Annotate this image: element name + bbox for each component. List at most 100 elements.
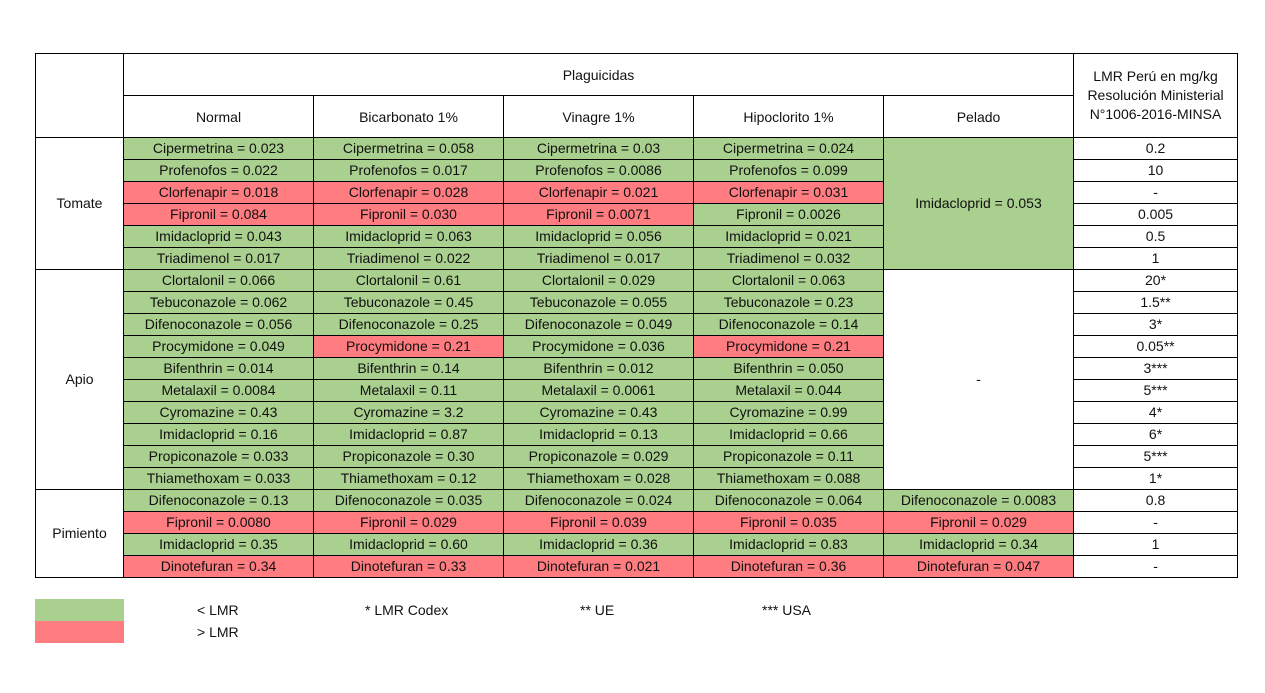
- legend: < LMR > LMR * LMR Codex ** UE *** USA: [35, 599, 935, 644]
- crop-label: Apio: [35, 269, 124, 490]
- lmr-value-cell: 0.2: [1073, 137, 1239, 160]
- residue-cell: Clortalonil = 0.029: [503, 269, 694, 292]
- residue-cell: Thiamethoxam = 0.033: [123, 467, 314, 490]
- residue-table: Plaguicidas LMR Perú en mg/kg Resolución…: [35, 53, 1239, 578]
- residue-cell: Fipronil = 0.029: [882, 511, 1075, 534]
- lmr-value-cell: 10: [1073, 159, 1239, 182]
- residue-cell: Bifenthrin = 0.14: [313, 357, 504, 380]
- residue-cell: Difenoconazole = 0.049: [503, 313, 694, 336]
- residue-cell: Fipronil = 0.0080: [123, 511, 314, 534]
- residue-cell: Imidacloprid = 0.056: [503, 225, 694, 248]
- residue-cell: Clortalonil = 0.61: [313, 269, 504, 292]
- residue-cell: Procymidone = 0.049: [123, 335, 314, 358]
- residue-cell: Imidacloprid = 0.13: [503, 423, 694, 446]
- column-header-hipoclorito: Hipoclorito 1%: [693, 95, 884, 138]
- residue-cell: Difenoconazole = 0.25: [313, 313, 504, 336]
- residue-cell: Triadimenol = 0.032: [693, 247, 884, 270]
- legend-swatch-above: [35, 621, 124, 643]
- column-header-pelado: Pelado: [882, 95, 1075, 138]
- table-row: Pimiento Difenoconazole = 0.13 Difenoconaz…: [35, 489, 1239, 578]
- residue-cell: Procymidone = 0.21: [693, 335, 884, 358]
- residue-cell: Imidacloprid = 0.66: [693, 423, 884, 446]
- crop-label: Tomate: [35, 137, 124, 270]
- table-row: Apio Clortalonil = 0.066 Clortalonil = 0.6…: [35, 269, 1239, 490]
- table-row: Dinotefuran = 0.34 Dinotefuran = 0.33 Dino…: [36, 555, 1239, 578]
- legend-swatch-below: [35, 599, 124, 621]
- table-row: Difenoconazole = 0.056 Difenoconazole = 0…: [36, 313, 1239, 336]
- residue-cell: Dinotefuran = 0.021: [503, 555, 694, 578]
- residue-cell: Clorfenapir = 0.028: [313, 181, 504, 204]
- residue-cell: Cipermetrina = 0.03: [503, 137, 694, 160]
- residue-cell: Thiamethoxam = 0.028: [503, 467, 694, 490]
- residue-cell: Bifenthrin = 0.012: [503, 357, 694, 380]
- residue-cell: Difenoconazole = 0.0083: [882, 489, 1075, 512]
- residue-cell: Profenofos = 0.0086: [503, 159, 694, 182]
- residue-cell: Metalaxil = 0.044: [693, 379, 884, 402]
- residue-cell: Triadimenol = 0.017: [503, 247, 694, 270]
- residue-cell: Profenofos = 0.022: [123, 159, 314, 182]
- lmr-header-line: N°1006-2016-MINSA: [1089, 106, 1222, 122]
- residue-cell: Cyromazine = 0.99: [693, 401, 884, 424]
- lmr-header-line: Resolución Ministerial: [1087, 87, 1224, 103]
- lmr-value-cell: 3*: [1073, 313, 1239, 336]
- residue-cell: Bifenthrin = 0.050: [693, 357, 884, 380]
- column-header-bicarbonato: Bicarbonato 1%: [313, 95, 504, 138]
- lmr-value-cell: 0.005: [1073, 203, 1239, 226]
- table-row: Imidacloprid = 0.35 Imidacloprid = 0.60 Im…: [36, 533, 1239, 556]
- residue-cell: Fipronil = 0.0071: [503, 203, 694, 226]
- lmr-value-cell: 0.5: [1073, 225, 1239, 248]
- table-row: Fipronil = 0.0080 Fipronil = 0.029 Fiproni…: [36, 511, 1239, 534]
- residue-cell: Imidacloprid = 0.16: [123, 423, 314, 446]
- residue-cell: Procymidone = 0.21: [313, 335, 504, 358]
- residue-cell: Imidacloprid = 0.043: [123, 225, 314, 248]
- lmr-value-cell: 20*: [1073, 269, 1239, 292]
- residue-cell: Tebuconazole = 0.23: [693, 291, 884, 314]
- residue-cell: Imidacloprid = 0.021: [693, 225, 884, 248]
- residue-cell: Tebuconazole = 0.055: [503, 291, 694, 314]
- legend-usa-label: *** USA: [762, 602, 812, 618]
- residue-cell: Triadimenol = 0.017: [123, 247, 314, 270]
- group-title: Plaguicidas: [122, 53, 1075, 96]
- residue-cell: Fipronil = 0.030: [313, 203, 504, 226]
- table-row: Metalaxil = 0.0084 Metalaxil = 0.11 Metala…: [36, 379, 1239, 402]
- residue-cell: Triadimenol = 0.022: [313, 247, 504, 270]
- legend-ue-label: ** UE: [580, 602, 615, 618]
- legend-codex-label: * LMR Codex: [365, 602, 449, 618]
- residue-cell: Fipronil = 0.084: [123, 203, 314, 226]
- residue-cell: Dinotefuran = 0.36: [693, 555, 884, 578]
- residue-cell: Imidacloprid = 0.34: [882, 533, 1075, 556]
- residue-cell: Fipronil = 0.039: [503, 511, 694, 534]
- residue-cell: Propiconazole = 0.30: [313, 445, 504, 468]
- lmr-value-cell: 5***: [1073, 379, 1239, 402]
- residue-cell: Clorfenapir = 0.021: [503, 181, 694, 204]
- residue-cell: Clorfenapir = 0.031: [693, 181, 884, 204]
- table-row: Procymidone = 0.049 Procymidone = 0.21 Pro…: [36, 335, 1239, 358]
- lmr-value-cell: 1: [1073, 533, 1239, 556]
- residue-cell: Imidacloprid = 0.83: [693, 533, 884, 556]
- residue-cell: Bifenthrin = 0.014: [123, 357, 314, 380]
- lmr-value-cell: 5***: [1073, 445, 1239, 468]
- legend-below-label: < LMR: [197, 602, 239, 618]
- residue-cell: Imidacloprid = 0.35: [123, 533, 314, 556]
- residue-cell: Difenoconazole = 0.035: [313, 489, 504, 512]
- column-header-vinagre: Vinagre 1%: [503, 95, 694, 138]
- residue-cell: Imidacloprid = 0.063: [313, 225, 504, 248]
- residue-cell: Procymidone = 0.036: [503, 335, 694, 358]
- residue-cell: Thiamethoxam = 0.12: [313, 467, 504, 490]
- lmr-value-cell: -: [1073, 181, 1239, 204]
- residue-cell: Thiamethoxam = 0.088: [693, 467, 884, 490]
- residue-cell: Metalaxil = 0.0061: [503, 379, 694, 402]
- residue-cell: Cyromazine = 0.43: [123, 401, 314, 424]
- residue-cell: Clortalonil = 0.066: [123, 269, 314, 292]
- lmr-value-cell: 0.05**: [1073, 335, 1239, 358]
- lmr-value-cell: 1*: [1073, 467, 1239, 490]
- residue-cell: Tebuconazole = 0.45: [313, 291, 504, 314]
- residue-cell: Cyromazine = 0.43: [503, 401, 694, 424]
- lmr-value-cell: 1.5**: [1073, 291, 1239, 314]
- table-row: Imidacloprid = 0.043 Imidacloprid = 0.063…: [36, 225, 1239, 248]
- lmr-value-cell: 0.8: [1073, 489, 1239, 512]
- residue-cell: Dinotefuran = 0.33: [313, 555, 504, 578]
- pelado-cell: -: [882, 269, 1075, 490]
- residue-cell: Tebuconazole = 0.062: [123, 291, 314, 314]
- residue-cell: Imidacloprid = 0.60: [313, 533, 504, 556]
